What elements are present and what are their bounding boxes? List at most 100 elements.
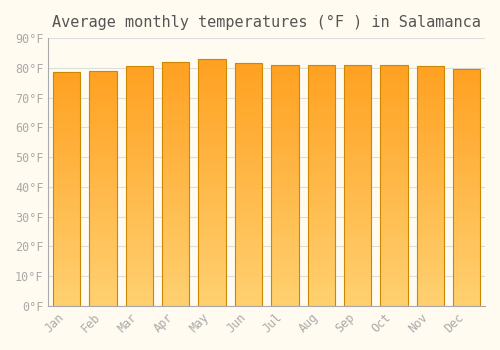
Bar (308, 65, 335, 70)
Bar (380, 132, 407, 137)
Bar (90, 122, 117, 127)
Bar (344, 287, 372, 292)
Bar (344, 219, 372, 224)
Bar (417, 224, 444, 229)
Bar (453, 254, 480, 259)
Bar (90, 273, 117, 278)
Bar (198, 222, 226, 227)
Bar (453, 221, 480, 225)
Bar (126, 143, 153, 148)
Bar (126, 105, 153, 110)
Bar (198, 163, 226, 168)
Bar (308, 262, 335, 267)
Bar (271, 70, 298, 75)
Bar (198, 118, 226, 123)
Bar (380, 233, 407, 238)
Bar (417, 66, 444, 71)
Bar (271, 277, 298, 282)
Bar (90, 221, 117, 226)
Bar (162, 106, 190, 111)
Bar (453, 145, 480, 150)
Bar (380, 152, 407, 156)
Bar (235, 223, 262, 228)
Bar (380, 253, 407, 258)
Bar (198, 133, 226, 138)
Bar (417, 124, 444, 129)
Bar (162, 272, 190, 276)
Bar (417, 263, 444, 267)
Bar (198, 192, 226, 197)
Bar (308, 296, 335, 301)
Bar (90, 240, 117, 245)
Bar (453, 278, 480, 282)
Bar (198, 252, 226, 257)
Bar (453, 202, 480, 206)
Bar (235, 160, 262, 165)
Bar (344, 79, 372, 84)
Bar (162, 140, 190, 145)
Bar (271, 75, 298, 79)
Bar (344, 243, 372, 248)
Bar (453, 150, 480, 154)
Bar (162, 77, 190, 82)
Bar (198, 301, 226, 306)
Bar (235, 175, 262, 180)
Bar (380, 123, 407, 127)
Bar (344, 209, 372, 214)
Bar (90, 80, 117, 85)
Bar (344, 292, 372, 296)
Bar (417, 215, 444, 220)
Bar (235, 126, 262, 131)
Bar (417, 191, 444, 196)
Bar (271, 229, 298, 233)
Bar (417, 133, 444, 138)
Bar (53, 166, 80, 170)
Bar (344, 123, 372, 127)
Bar (235, 286, 262, 291)
Bar (53, 245, 80, 250)
Bar (308, 166, 335, 171)
Bar (198, 128, 226, 133)
Bar (380, 272, 407, 277)
Bar (308, 301, 335, 306)
Bar (344, 233, 372, 238)
Bar (380, 267, 407, 272)
Bar (308, 161, 335, 166)
Bar (344, 248, 372, 253)
Bar (271, 195, 298, 200)
Bar (162, 116, 190, 120)
Bar (453, 249, 480, 254)
Bar (380, 166, 407, 171)
Bar (380, 142, 407, 147)
Bar (453, 268, 480, 273)
Bar (126, 119, 153, 124)
Bar (308, 113, 335, 118)
Bar (126, 292, 153, 296)
Bar (344, 253, 372, 258)
Bar (453, 301, 480, 306)
Bar (380, 209, 407, 214)
Bar (90, 113, 117, 118)
Bar (380, 94, 407, 99)
Bar (53, 133, 80, 138)
Bar (198, 103, 226, 108)
Bar (235, 63, 262, 68)
Bar (308, 123, 335, 127)
Bar (235, 97, 262, 102)
Bar (90, 301, 117, 306)
Bar (271, 113, 298, 118)
Bar (417, 287, 444, 292)
Bar (271, 248, 298, 253)
Bar (380, 190, 407, 195)
Bar (198, 207, 226, 212)
Bar (235, 73, 262, 78)
Bar (162, 203, 190, 208)
Bar (90, 264, 117, 268)
Bar (308, 156, 335, 161)
Bar (308, 205, 335, 209)
Bar (126, 100, 153, 105)
Bar (162, 101, 190, 106)
Bar (453, 107, 480, 112)
Bar (344, 186, 372, 190)
Bar (53, 250, 80, 254)
